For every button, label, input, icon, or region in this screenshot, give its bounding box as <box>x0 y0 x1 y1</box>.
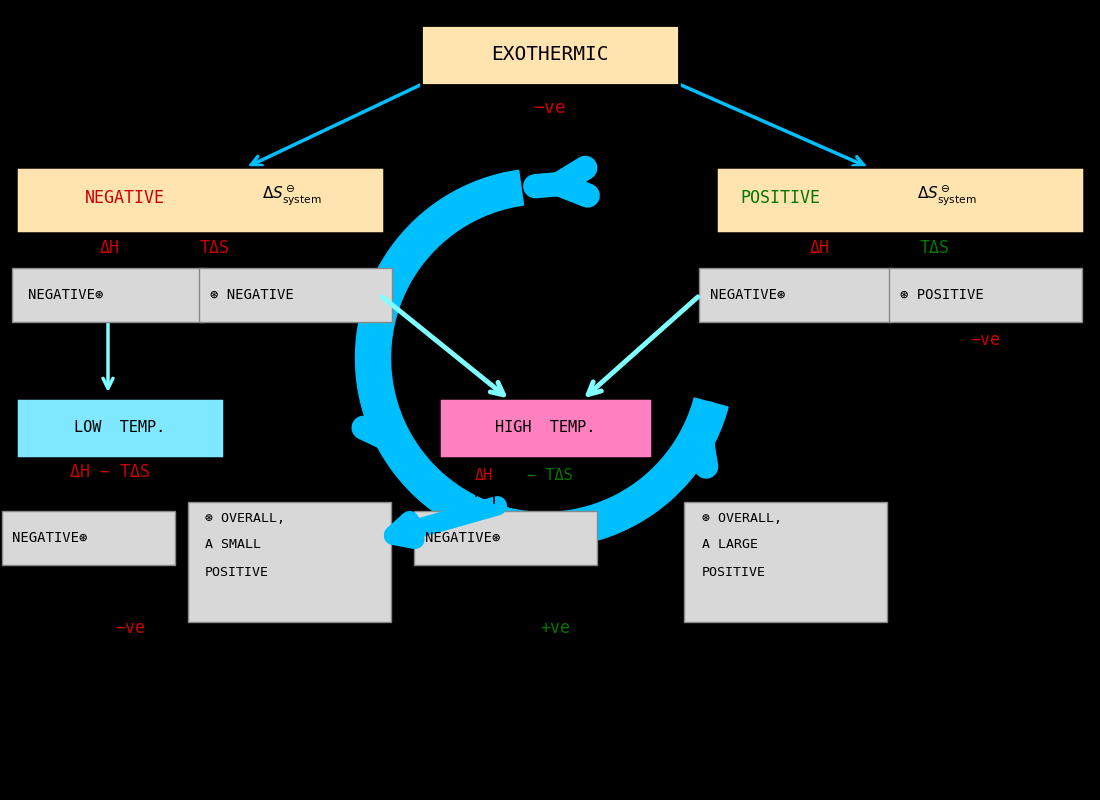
FancyBboxPatch shape <box>188 502 392 622</box>
FancyBboxPatch shape <box>198 268 392 322</box>
Text: NEGATIVE⊛: NEGATIVE⊛ <box>710 288 785 302</box>
FancyBboxPatch shape <box>683 502 887 622</box>
Text: A LARGE: A LARGE <box>702 538 758 551</box>
Polygon shape <box>355 170 728 547</box>
Text: ΔH: ΔH <box>475 467 493 482</box>
FancyBboxPatch shape <box>1 511 175 565</box>
Text: − TΔS: − TΔS <box>518 467 573 482</box>
FancyBboxPatch shape <box>716 167 1084 233</box>
Text: $\Delta S^\ominus_{\mathrm{system}}$: $\Delta S^\ominus_{\mathrm{system}}$ <box>917 183 977 207</box>
Text: −ve: −ve <box>970 331 1000 349</box>
FancyBboxPatch shape <box>889 268 1081 322</box>
Text: ΔH − TΔS: ΔH − TΔS <box>70 463 150 481</box>
Text: ΔH: ΔH <box>810 239 830 257</box>
Text: A SMALL: A SMALL <box>205 538 261 551</box>
Text: NEGATIVE⊛: NEGATIVE⊛ <box>28 288 103 302</box>
FancyBboxPatch shape <box>421 25 679 85</box>
Text: TΔS: TΔS <box>200 239 230 257</box>
FancyBboxPatch shape <box>16 167 384 233</box>
Text: +ve: +ve <box>540 619 570 637</box>
Text: −ve: −ve <box>116 619 145 637</box>
Text: $\Delta S^\ominus_{\mathrm{system}}$: $\Delta S^\ominus_{\mathrm{system}}$ <box>262 183 322 207</box>
Text: ⊛ OVERALL,: ⊛ OVERALL, <box>205 511 285 525</box>
FancyBboxPatch shape <box>439 398 651 458</box>
Text: POSITIVE: POSITIVE <box>702 566 766 578</box>
Text: LOW  TEMP.: LOW TEMP. <box>75 421 166 435</box>
Text: NEGATIVE⊛: NEGATIVE⊛ <box>425 531 500 545</box>
FancyBboxPatch shape <box>698 268 891 322</box>
Text: ⊛ OVERALL,: ⊛ OVERALL, <box>702 511 782 525</box>
Text: −ve: −ve <box>534 99 566 117</box>
Text: POSITIVE: POSITIVE <box>740 189 820 207</box>
Text: TΔS: TΔS <box>920 239 950 257</box>
Text: ⊛ NEGATIVE: ⊛ NEGATIVE <box>210 288 294 302</box>
FancyBboxPatch shape <box>414 511 596 565</box>
Text: EXOTHERMIC: EXOTHERMIC <box>492 46 608 65</box>
Text: ⊛ POSITIVE: ⊛ POSITIVE <box>900 288 983 302</box>
Text: POSITIVE: POSITIVE <box>205 566 270 578</box>
Text: NEGATIVE⊛: NEGATIVE⊛ <box>12 531 87 545</box>
FancyBboxPatch shape <box>16 398 224 458</box>
Text: ΔH: ΔH <box>100 239 120 257</box>
Text: HIGH  TEMP.: HIGH TEMP. <box>495 421 595 435</box>
Text: NEGATIVE: NEGATIVE <box>85 189 165 207</box>
FancyBboxPatch shape <box>11 268 205 322</box>
